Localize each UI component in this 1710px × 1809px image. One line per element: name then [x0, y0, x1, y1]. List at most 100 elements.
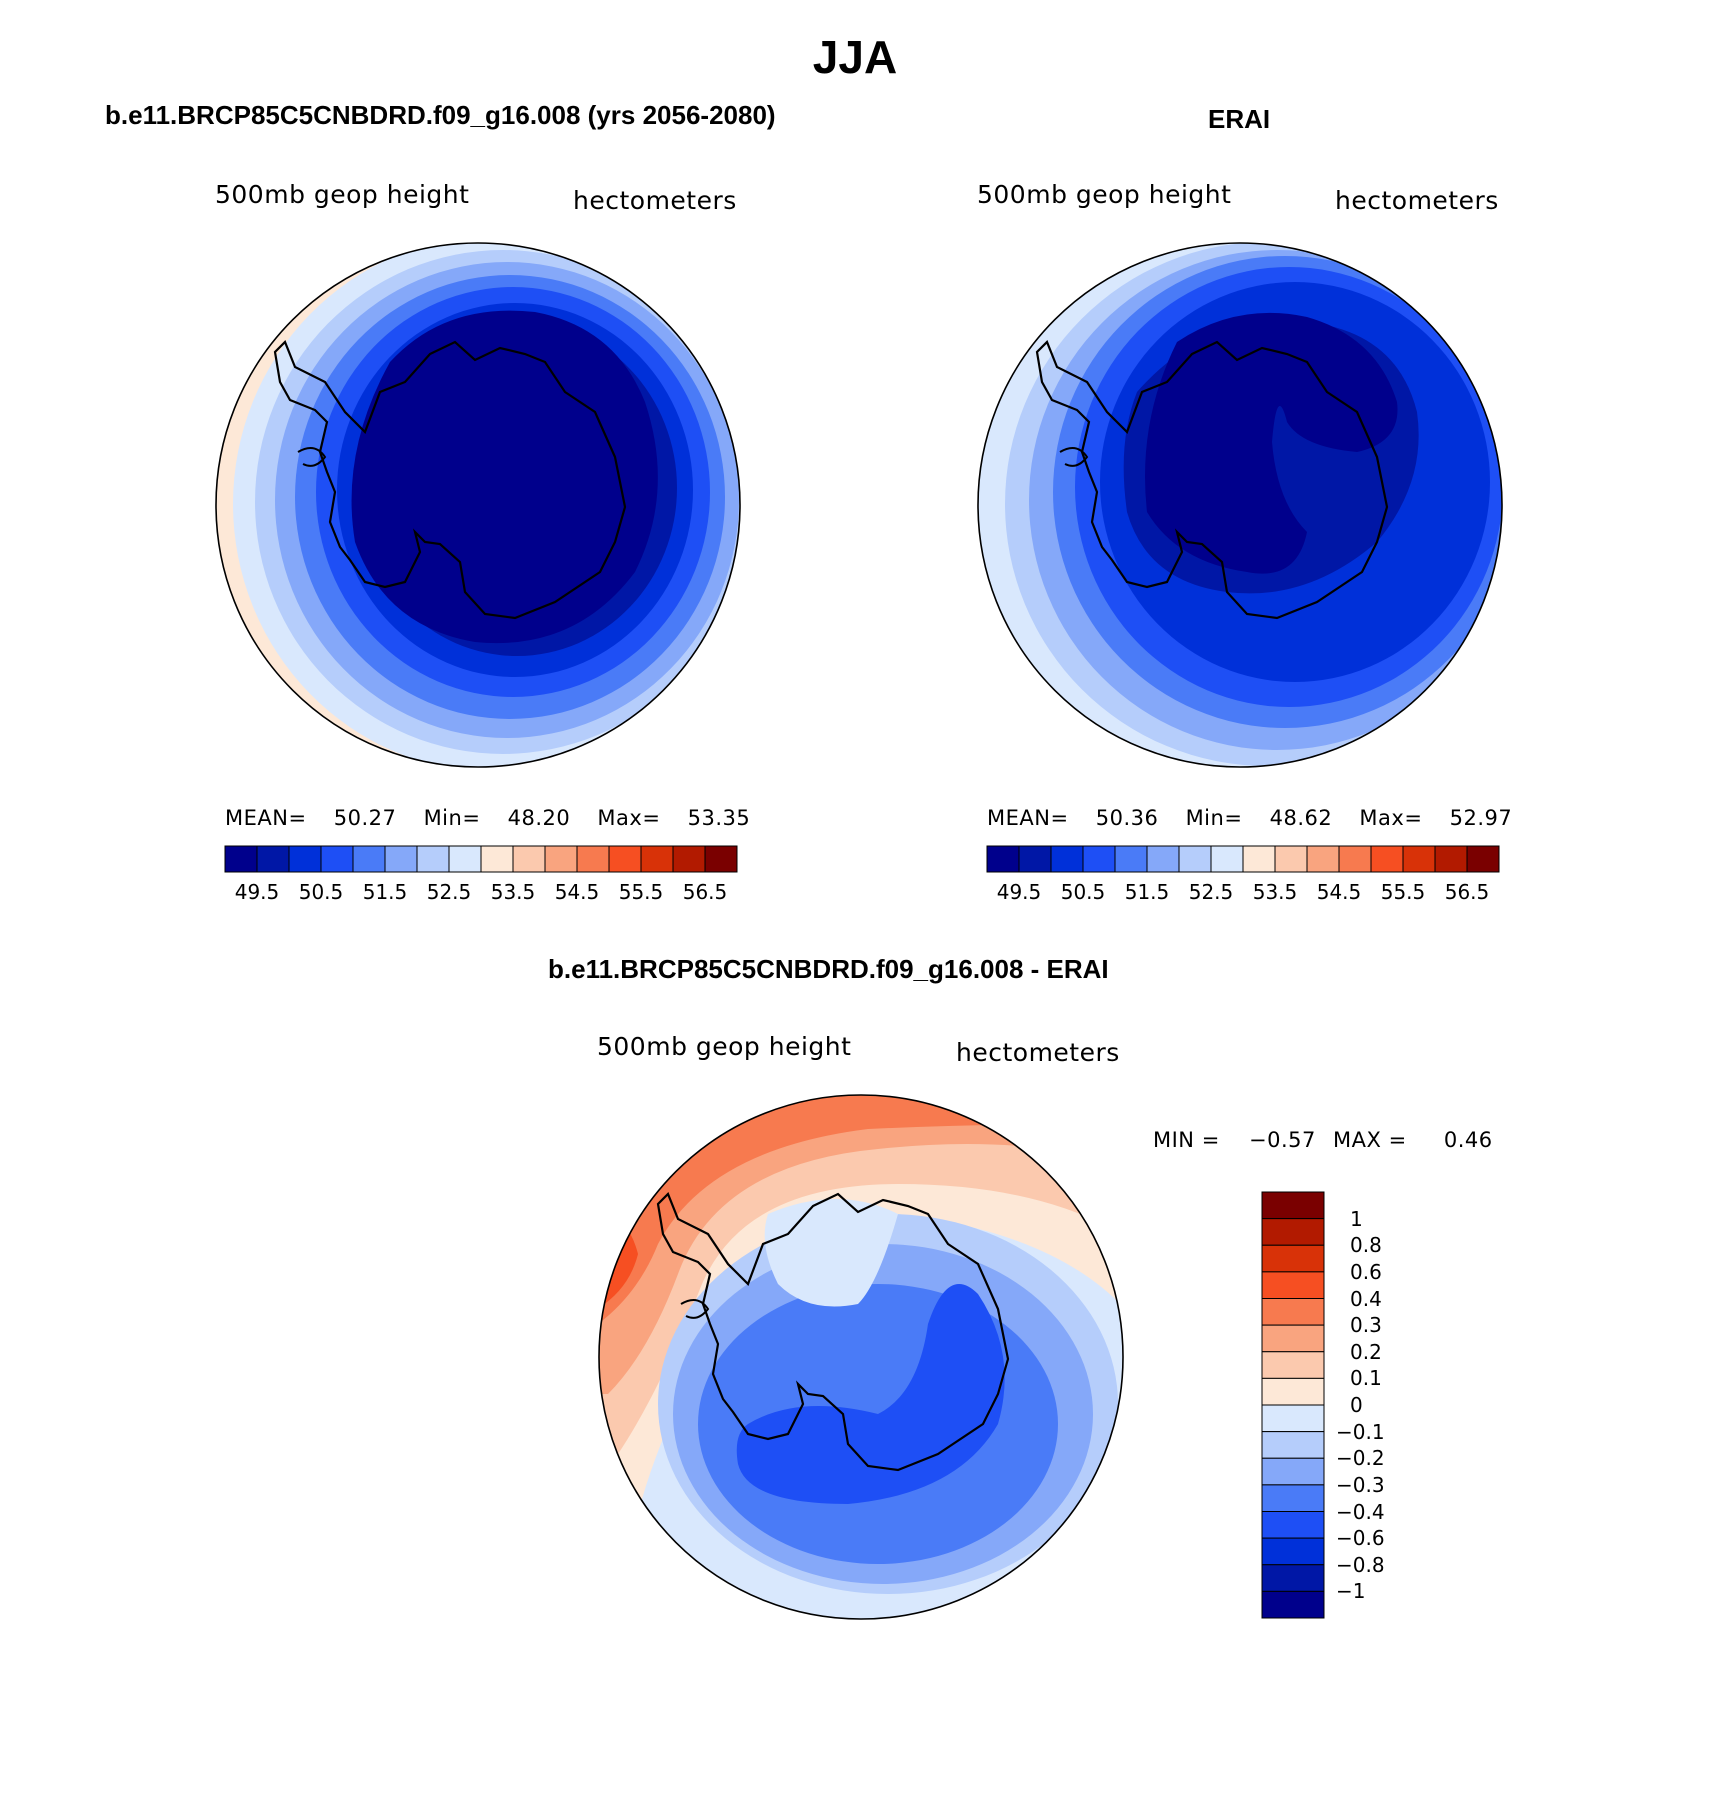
colorbar-swatch	[320, 845, 354, 873]
colorbar-swatch	[1261, 1351, 1325, 1379]
colorbar-tick-label: 54.5	[554, 880, 600, 904]
colorbar-swatch	[1242, 845, 1276, 873]
diff-colorbar	[1261, 1191, 1325, 1619]
colorbar-swatch	[1261, 1244, 1325, 1273]
diff-map-border	[598, 1094, 1124, 1620]
colorbar-swatch	[288, 845, 322, 873]
obs-units-label: hectometers	[1335, 186, 1499, 215]
colorbar-swatch	[1114, 845, 1148, 873]
obs-antarctica-coastline	[1035, 340, 1389, 620]
figure-title: JJA	[812, 31, 898, 83]
colorbar-swatch	[544, 845, 578, 873]
colorbar-tick-label: −0.4	[1336, 1499, 1385, 1524]
model-min-label: Min=	[423, 806, 481, 830]
colorbar-swatch	[608, 845, 642, 873]
colorbar-tick-label: 49.5	[234, 880, 280, 904]
colorbar-swatch	[1261, 1218, 1325, 1246]
diff-antarctica-coastline	[656, 1192, 1010, 1472]
colorbar-tick-label: 56.5	[1444, 880, 1490, 904]
colorbar-swatch	[1261, 1298, 1325, 1326]
colorbar-tick-label: 55.5	[1380, 880, 1426, 904]
colorbar-swatch	[1434, 845, 1468, 873]
colorbar-tick-label: −0.6	[1336, 1526, 1385, 1551]
colorbar-swatch	[1261, 1511, 1325, 1539]
colorbar-tick-label: −0.1	[1336, 1419, 1385, 1444]
obs-colorbar	[986, 845, 1500, 873]
colorbar-swatch	[480, 845, 514, 873]
colorbar-tick-label: 52.5	[1188, 880, 1234, 904]
diff-colorbar-ticks: 1 0.8 0.6 0.4 0.3 0.2 0.1 0 −0.1 −0.2 −0.3 −0.4 −0.6…	[1336, 1192, 1456, 1618]
obs-min-label: Min=	[1185, 806, 1243, 830]
colorbar-swatch	[1146, 845, 1180, 873]
model-units-label: hectometers	[573, 186, 737, 215]
diff-polar-map	[598, 1094, 1124, 1620]
model-colorbar-ticks: 49.5 50.5 51.5 52.5 53.5 54.5 55.5 56.5	[225, 880, 737, 906]
colorbar-tick-label: 51.5	[1124, 880, 1170, 904]
colorbar-tick-label: 52.5	[426, 880, 472, 904]
colorbar-tick-label: 0.2	[1350, 1339, 1382, 1364]
colorbar-swatch	[1261, 1271, 1325, 1299]
model-max-value: 53.35	[687, 806, 751, 830]
diff-min-label: MIN =	[1153, 1128, 1220, 1152]
colorbar-swatch	[672, 845, 706, 873]
obs-variable-label: 500mb geop height	[977, 180, 1232, 209]
diff-stats: MIN = −0.57 MAX = 0.46	[1153, 1128, 1493, 1152]
colorbar-tick-label: 53.5	[1252, 880, 1298, 904]
model-polar-map	[215, 242, 741, 768]
colorbar-swatch	[224, 845, 258, 873]
diff-panel-title: b.e11.BRCP85C5CNBDRD.f09_g16.008 - ERAI	[548, 954, 1109, 984]
model-peninsula-detail	[297, 447, 327, 467]
obs-max-value: 52.97	[1449, 806, 1513, 830]
colorbar-tick-label: 0.6	[1350, 1259, 1382, 1284]
colorbar-swatch	[256, 845, 290, 873]
colorbar-swatch	[1261, 1457, 1325, 1486]
colorbar-tick-label: −1	[1336, 1579, 1366, 1604]
colorbar-swatch	[640, 845, 674, 873]
colorbar-tick-label: −0.3	[1336, 1472, 1385, 1497]
colorbar-swatch	[416, 845, 450, 873]
model-colorbar	[224, 845, 738, 873]
colorbar-swatch	[352, 845, 386, 873]
obs-panel-title: ERAI	[1208, 104, 1271, 134]
obs-map-border	[977, 242, 1503, 768]
model-max-label: Max=	[597, 806, 661, 830]
colorbar-tick-label: 0.3	[1350, 1313, 1382, 1338]
colorbar-tick-label: 50.5	[298, 880, 344, 904]
colorbar-tick-label: −0.2	[1336, 1446, 1385, 1471]
colorbar-swatch	[1261, 1564, 1325, 1592]
colorbar-swatch	[1261, 1537, 1325, 1566]
obs-max-label: Max=	[1359, 806, 1423, 830]
colorbar-swatch	[1261, 1191, 1325, 1220]
model-min-value: 48.20	[507, 806, 571, 830]
colorbar-swatch	[512, 845, 546, 873]
colorbar-swatch	[1261, 1484, 1325, 1512]
obs-peninsula-detail	[1059, 447, 1089, 467]
model-mean-label: MEAN=	[225, 806, 307, 830]
model-stats: MEAN= 50.27 Min= 48.20 Max= 53.35	[225, 806, 750, 830]
colorbar-swatch	[448, 845, 482, 873]
colorbar-tick-label: 0.4	[1350, 1286, 1382, 1311]
model-variable-label: 500mb geop height	[215, 180, 470, 209]
colorbar-swatch	[1306, 845, 1340, 873]
colorbar-tick-label: 54.5	[1316, 880, 1362, 904]
obs-mean-label: MEAN=	[987, 806, 1069, 830]
colorbar-tick-label: 50.5	[1060, 880, 1106, 904]
model-map-border	[215, 242, 741, 768]
colorbar-swatch	[1018, 845, 1052, 873]
colorbar-swatch	[576, 845, 610, 873]
obs-mean-value: 50.36	[1095, 806, 1159, 830]
colorbar-swatch	[1261, 1590, 1325, 1619]
colorbar-swatch	[1261, 1377, 1325, 1406]
colorbar-swatch	[1466, 845, 1500, 873]
colorbar-swatch	[1050, 845, 1084, 873]
colorbar-swatch	[1261, 1324, 1325, 1353]
colorbar-tick-label: −0.8	[1336, 1552, 1385, 1577]
colorbar-swatch	[1338, 845, 1372, 873]
colorbar-tick-label: 0.1	[1350, 1366, 1382, 1391]
model-mean-value: 50.27	[333, 806, 397, 830]
colorbar-swatch	[1210, 845, 1244, 873]
colorbar-tick-label: 53.5	[490, 880, 536, 904]
colorbar-swatch	[704, 845, 738, 873]
colorbar-tick-label: 0.8	[1350, 1233, 1382, 1258]
diff-min-value: −0.57	[1248, 1128, 1316, 1152]
